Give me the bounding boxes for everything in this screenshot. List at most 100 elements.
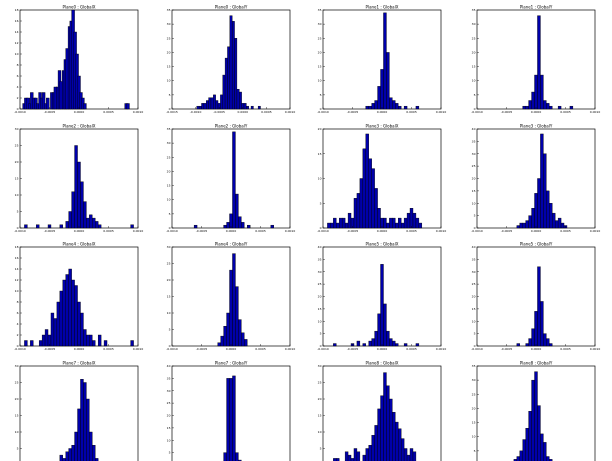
histogram-bar xyxy=(217,342,221,347)
histogram-bar xyxy=(537,15,541,110)
histogram-bar xyxy=(409,207,414,229)
histogram-bar xyxy=(327,222,331,229)
histogram-bar xyxy=(89,214,93,229)
histogram-bar xyxy=(365,133,369,229)
x-tick-label: -0.0010 xyxy=(317,347,329,351)
histogram-bar xyxy=(371,338,375,347)
histogram-bar xyxy=(226,312,230,347)
x-tick-label: -0.0005 xyxy=(501,229,513,233)
x-tick-label: -0.0005 xyxy=(196,347,208,351)
histogram-bar xyxy=(528,338,532,347)
histogram-bar xyxy=(383,303,387,347)
histogram-bar xyxy=(210,97,214,110)
chart-title: Plane3 : GlobalY xyxy=(520,124,553,129)
histogram-bar xyxy=(513,459,518,461)
histogram-bar xyxy=(377,408,381,461)
histogram-panel: Plane8 : GlobalX-0.0010-0.00050.00000.00… xyxy=(318,361,442,461)
histogram-bar xyxy=(196,105,200,110)
histogram-bar xyxy=(406,454,411,461)
y-tick-label: 0 xyxy=(320,226,322,230)
y-tick-label: 10 xyxy=(15,193,19,197)
y-tick-label: 4 xyxy=(17,322,19,326)
y-tick-label: 6 xyxy=(17,311,19,315)
histogram-bar xyxy=(371,435,375,461)
histogram-panel: Plane4 : GlobalY -0.0010 -0.0005 0.0000 0.00… xyxy=(166,242,295,352)
histogram-bar xyxy=(418,222,423,229)
histogram-bar xyxy=(540,133,544,229)
histogram-bar xyxy=(353,448,358,461)
histogram-bar xyxy=(557,217,562,229)
histogram-bar xyxy=(344,451,349,461)
histogram-bar xyxy=(554,220,559,229)
histogram-bar xyxy=(198,105,202,110)
histogram-bar xyxy=(546,338,550,347)
histogram-bar xyxy=(519,450,523,461)
histogram-bar xyxy=(525,343,529,347)
histogram-bar xyxy=(92,445,96,461)
histogram-bar xyxy=(412,212,417,229)
histogram-bar xyxy=(80,379,84,461)
y-tick-label: 15 xyxy=(318,65,322,69)
histogram-bar xyxy=(516,343,520,347)
y-tick-label: 5 xyxy=(474,214,476,218)
x-tick-label: 0.0005 xyxy=(103,347,114,351)
y-tick-label: 8 xyxy=(17,63,19,67)
x-tick-label: 0.0005 xyxy=(406,347,417,351)
histogram-bar xyxy=(59,224,63,229)
histogram-bar xyxy=(244,339,248,347)
histogram-bar xyxy=(415,217,420,229)
chart-title: Plane5 : GlobalY xyxy=(520,242,553,247)
histogram-bar xyxy=(371,168,375,229)
histogram-bar xyxy=(30,340,34,347)
histogram-bar xyxy=(534,371,538,461)
histogram-bar xyxy=(193,224,198,229)
histogram-bar xyxy=(41,92,46,110)
x-tick-label: 0.0000 xyxy=(377,229,388,233)
histogram-bar xyxy=(392,340,396,347)
x-tick-label: -0.0005 xyxy=(347,110,359,114)
chart-title: Plane1 : GlobalX xyxy=(366,5,399,10)
x-tick-label: 0.0000 xyxy=(226,347,237,351)
y-tick-label: 30 xyxy=(472,378,476,382)
y-tick-label: 40 xyxy=(318,245,322,249)
x-tick-label: -0.0005 xyxy=(213,110,225,114)
histogram-bar xyxy=(68,268,72,347)
histogram-bar xyxy=(333,458,337,461)
y-tick-label: 20 xyxy=(15,160,19,164)
histogram-bar xyxy=(522,439,526,461)
x-tick-label: -0.0010 xyxy=(471,110,483,114)
histogram-bar xyxy=(569,105,574,110)
y-tick-label: 35 xyxy=(167,127,171,131)
y-tick-label: 14 xyxy=(15,30,19,34)
histogram-bar xyxy=(386,385,390,461)
histogram-bar xyxy=(398,105,402,110)
y-tick-label: 5 xyxy=(169,328,171,332)
histogram-bar xyxy=(77,301,81,347)
histogram-bar xyxy=(97,224,102,229)
y-tick-label: 10 xyxy=(472,435,476,439)
x-tick-label: 0.0010 xyxy=(590,347,601,351)
y-tick-label: 30 xyxy=(472,270,476,274)
x-tick-label: 0.0010 xyxy=(133,347,144,351)
histogram-bar xyxy=(92,217,96,229)
histogram-bar xyxy=(243,103,247,110)
y-tick-label: 25 xyxy=(472,282,476,286)
histogram-bar xyxy=(374,425,378,461)
y-tick-label: 25 xyxy=(167,401,171,405)
y-tick-label: 35 xyxy=(318,257,322,261)
histogram-bar xyxy=(74,285,78,347)
histogram-bar xyxy=(356,451,361,461)
histogram-bar xyxy=(368,105,372,110)
x-tick-label: 0.0005 xyxy=(406,229,417,233)
histogram-bar xyxy=(377,313,381,347)
y-tick-label: 30 xyxy=(167,141,171,145)
histogram-panel: Plane1 : GlobalX -0.0010 -0.0005 0.0000 0.00… xyxy=(317,5,446,115)
histogram-bar xyxy=(238,216,242,229)
histogram-bar xyxy=(386,52,390,110)
histogram-bar xyxy=(362,343,366,347)
histogram-bar xyxy=(374,100,378,110)
histogram-bar xyxy=(368,340,372,347)
y-tick-label: 20 xyxy=(318,50,322,54)
histogram-bar xyxy=(53,318,58,347)
y-tick-label: 10 xyxy=(167,79,171,83)
